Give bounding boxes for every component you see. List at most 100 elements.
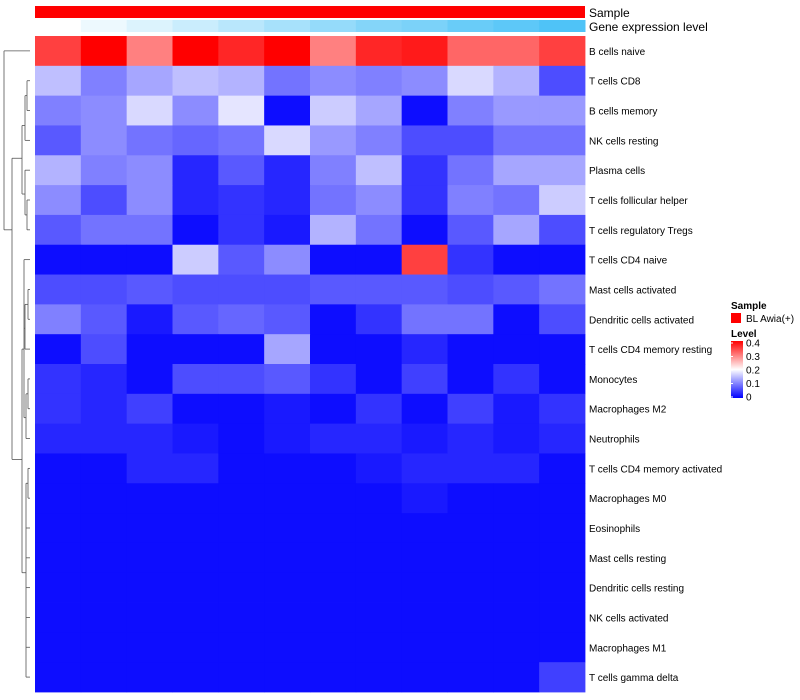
heatmap-cell xyxy=(310,513,357,544)
heatmap-cell xyxy=(264,214,311,246)
heatmap-cell xyxy=(264,364,311,395)
row-label: Monocytes xyxy=(589,375,637,386)
row-label: NK cells resting xyxy=(589,136,658,147)
heatmap-cell xyxy=(310,334,357,365)
heatmap-cell xyxy=(310,483,357,514)
legend-sample-entry: BL Awia(+) xyxy=(746,314,794,325)
heatmap-cell xyxy=(218,364,265,395)
heatmap-cell xyxy=(126,185,173,216)
row-label: Macrophages M1 xyxy=(589,643,667,654)
heatmap-cell xyxy=(172,423,219,454)
heatmap-cell xyxy=(80,244,128,275)
heatmap-cell xyxy=(310,364,357,395)
heatmap-cell xyxy=(539,65,586,97)
heatmap-cell xyxy=(172,364,219,395)
heatmap-cell xyxy=(80,334,128,365)
heatmap-cell xyxy=(35,304,82,335)
legend-tick-label: 0.4 xyxy=(746,339,760,350)
heatmap-cell xyxy=(126,662,173,693)
heatmap-cell xyxy=(35,542,82,574)
heatmap-cell xyxy=(126,244,173,275)
heatmap-cell xyxy=(447,662,494,693)
heatmap-cell xyxy=(401,125,448,156)
heatmap-cell xyxy=(493,572,540,603)
heatmap-cell xyxy=(264,244,311,275)
heatmap-cell xyxy=(310,393,357,425)
heatmap-cell xyxy=(310,632,357,663)
heatmap-cell xyxy=(401,244,448,275)
heatmap-cell xyxy=(126,125,173,156)
heatmap-cell xyxy=(172,244,219,275)
heatmap-cell xyxy=(218,244,265,275)
expression-track-cell xyxy=(310,20,357,32)
heatmap-cell xyxy=(80,364,128,395)
heatmap-cell xyxy=(355,364,403,395)
heatmap-cell xyxy=(218,125,265,156)
row-label: Dendritic cells activated xyxy=(589,315,694,326)
heatmap-cell xyxy=(355,572,403,603)
heatmap-cell xyxy=(126,155,173,186)
heatmap-cell xyxy=(264,125,311,156)
expression-track-cell xyxy=(447,20,494,32)
heatmap-cell xyxy=(447,453,494,484)
heatmap-cell xyxy=(401,393,448,425)
heatmap-cell xyxy=(493,185,540,216)
heatmap-cell xyxy=(35,125,82,156)
heatmap-cell xyxy=(218,95,265,126)
heatmap-cell xyxy=(126,483,173,514)
heatmap-cell xyxy=(264,304,311,335)
heatmap-cell xyxy=(172,602,219,633)
heatmap-cell xyxy=(126,65,173,97)
heatmap-cell xyxy=(80,572,128,603)
heatmap-cell xyxy=(447,632,494,663)
heatmap-cell xyxy=(264,602,311,633)
heatmap-cell xyxy=(126,274,173,305)
heatmap-cell xyxy=(493,125,540,156)
heatmap-cell xyxy=(401,632,448,663)
heatmap-cell xyxy=(35,632,82,663)
row-label: T cells gamma delta xyxy=(589,673,679,684)
heatmap-cell xyxy=(355,36,403,67)
row-label: Neutrophils xyxy=(589,435,640,446)
heatmap-cell xyxy=(539,155,586,186)
row-label: Eosinophils xyxy=(589,524,640,535)
heatmap-cell xyxy=(80,632,128,663)
heatmap-cell xyxy=(355,453,403,484)
heatmap-cell xyxy=(35,572,82,603)
heatmap-cell xyxy=(539,125,586,156)
heatmap-cell xyxy=(80,304,128,335)
heatmap-cell xyxy=(355,662,403,693)
heatmap-cell xyxy=(126,95,173,126)
expression-track-cell xyxy=(172,20,219,32)
heatmap-cell xyxy=(172,155,219,186)
row-label: Macrophages M0 xyxy=(589,494,667,505)
heatmap-cell xyxy=(218,304,265,335)
heatmap-cell xyxy=(493,65,540,97)
heatmap-cell xyxy=(493,483,540,514)
heatmap-cell xyxy=(218,185,265,216)
heatmap-cell xyxy=(493,602,540,633)
heatmap-cell xyxy=(447,602,494,633)
heatmap-cell xyxy=(35,364,82,395)
row-label: Plasma cells xyxy=(589,166,645,177)
heatmap-cell xyxy=(35,483,82,514)
heatmap-cell xyxy=(355,334,403,365)
legend-sample-title: Sample xyxy=(731,301,767,312)
heatmap-cell xyxy=(126,572,173,603)
heatmap-cell xyxy=(310,662,357,693)
row-label: T cells CD8 xyxy=(589,77,641,88)
heatmap-cell xyxy=(493,274,540,305)
heatmap-cell xyxy=(401,36,448,67)
expression-track-cell xyxy=(539,20,586,32)
heatmap-cell xyxy=(172,334,219,365)
heatmap-cell xyxy=(80,36,128,67)
heatmap-cell xyxy=(539,334,586,365)
heatmap-cell xyxy=(80,125,128,156)
heatmap-cell xyxy=(401,602,448,633)
heatmap-cell xyxy=(264,185,311,216)
expression-track-cell xyxy=(493,20,540,32)
heatmap-cell xyxy=(310,65,357,97)
heatmap-cell xyxy=(35,95,82,126)
